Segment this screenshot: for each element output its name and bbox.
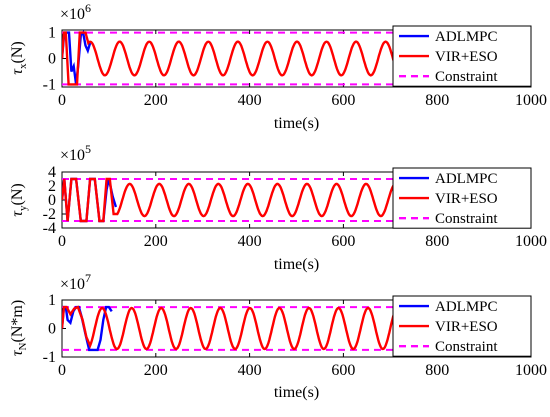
- legend: ADLMPC VIR+ESO Constraint: [392, 25, 532, 87]
- x-tick-label: 800: [425, 92, 449, 109]
- y-axis-unit: (N): [9, 183, 26, 205]
- y-tick-label: -1: [43, 76, 56, 93]
- axis-multiplier: ×106: [60, 1, 91, 23]
- legend-label: ADLMPC: [435, 171, 498, 187]
- y-tick-label: -1: [43, 349, 56, 366]
- legend-label: VIR+ESO: [435, 319, 498, 335]
- x-axis-label: time(s): [274, 115, 319, 132]
- legend-label: VIR+ESO: [435, 191, 498, 207]
- legend-label: Constraint: [435, 69, 498, 85]
- x-tick-label: 600: [331, 233, 355, 250]
- x-tick-label: 800: [425, 362, 449, 379]
- y-axis-symbol: τ: [9, 68, 26, 75]
- x-tick-label: 1000: [515, 233, 547, 250]
- x-tick-label: 400: [238, 362, 262, 379]
- x-tick-label: 1000: [515, 92, 547, 109]
- y-axis-subscript: N: [17, 342, 29, 350]
- x-tick-label: 600: [331, 362, 355, 379]
- x-tick-label: 800: [425, 233, 449, 250]
- y-tick-label: -4: [43, 220, 56, 237]
- legend: ADLMPC VIR+ESO Constraint: [392, 167, 532, 229]
- y-axis-symbol: τ: [9, 210, 26, 217]
- y-tick-label: -2: [43, 206, 56, 223]
- x-tick-label: 0: [58, 92, 66, 109]
- panel-2: 0 200 400 600 800 1000-4-2024×105time(s)τy(N)…: [9, 142, 547, 273]
- y-axis-unit: (N): [9, 41, 26, 63]
- legend: ADLMPC VIR+ESO Constraint: [392, 295, 532, 357]
- y-axis-label: τx(N): [9, 41, 29, 74]
- y-axis-label: τy(N): [9, 183, 29, 216]
- y-tick-label: 1: [48, 25, 56, 42]
- legend-label: ADLMPC: [435, 29, 498, 45]
- axis-multiplier-exponent: 5: [85, 142, 91, 156]
- y-axis-subscript: x: [17, 63, 29, 69]
- axis-multiplier: ×105: [60, 142, 91, 164]
- x-tick-label: 200: [144, 92, 168, 109]
- y-axis-subscript: y: [17, 205, 29, 211]
- axis-multiplier: ×107: [60, 271, 91, 293]
- x-tick-label: 400: [238, 233, 262, 250]
- y-axis-label: τN(N*m): [9, 300, 29, 356]
- x-tick-label: 200: [144, 233, 168, 250]
- panel-1: 0 200 400 600 800 1000-101×106time(s)τx(N)ADL…: [9, 1, 547, 132]
- y-tick-label: 0: [48, 51, 56, 68]
- y-tick-label: 2: [48, 178, 56, 195]
- y-axis-unit: (N*m): [9, 300, 26, 343]
- x-tick-label: 0: [58, 233, 66, 250]
- x-tick-label: 200: [144, 362, 168, 379]
- x-axis-label: time(s): [274, 256, 319, 273]
- axis-multiplier-exponent: 7: [85, 271, 91, 285]
- y-tick-label: 1: [48, 292, 56, 309]
- y-tick-label: 4: [48, 164, 56, 181]
- legend-label: Constraint: [435, 339, 498, 355]
- x-tick-label: 400: [238, 92, 262, 109]
- legend-label: ADLMPC: [435, 299, 498, 315]
- y-axis-symbol: τ: [9, 349, 26, 356]
- legend-label: Constraint: [435, 211, 498, 227]
- x-axis-label: time(s): [274, 384, 319, 401]
- x-tick-label: 600: [331, 92, 355, 109]
- axis-multiplier-exponent: 6: [85, 1, 91, 15]
- y-tick-label: 0: [48, 192, 56, 209]
- y-tick-label: 0: [48, 321, 56, 338]
- x-tick-label: 1000: [515, 362, 547, 379]
- legend-label: VIR+ESO: [435, 49, 498, 65]
- x-tick-label: 0: [58, 362, 66, 379]
